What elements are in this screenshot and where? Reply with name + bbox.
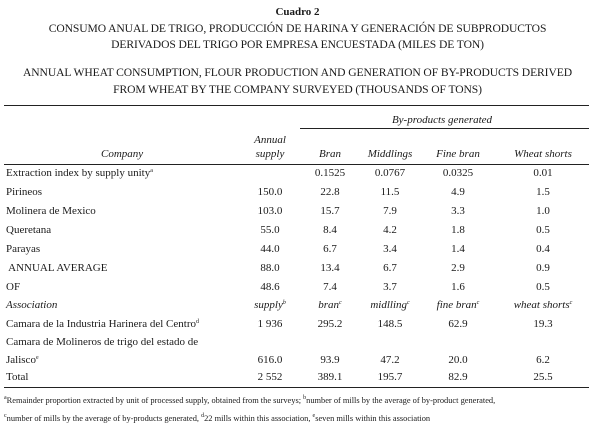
- footnote-marker: a: [150, 168, 153, 174]
- row-label: Queretana: [6, 224, 52, 236]
- cell-fine-bran: 1.4: [451, 243, 465, 255]
- cell-middlings: 4.2: [383, 224, 397, 236]
- cell-fine-bran: 20.0: [448, 354, 468, 366]
- row-label: Parayas: [6, 243, 41, 255]
- cell-supply: 616.0: [257, 354, 283, 366]
- row-label: Camara de la Industria Harinera del Cent…: [6, 318, 196, 330]
- group-rule: [300, 128, 589, 129]
- title-en-line-2: FROM WHEAT BY THE COMPANY SURVEYED (THOU…: [113, 83, 482, 96]
- row-label: Extraction index by supply unity: [6, 167, 151, 179]
- bottom-rule: [4, 387, 589, 388]
- col-header-fine-bran: Fine bran: [436, 148, 480, 160]
- assoc-middlings-header: midlling: [370, 299, 407, 311]
- col-header-supply-2: supply: [255, 148, 285, 160]
- title-es-line-1: CONSUMO ANUAL DE TRIGO, PRODUCCIÓN DE HA…: [48, 22, 547, 35]
- cell-supply: 88.0: [260, 262, 280, 274]
- assoc-supply-header: supply: [254, 299, 283, 311]
- cell-wheat-shorts: 0.5: [536, 281, 550, 293]
- cell-supply: 2 552: [257, 371, 283, 383]
- cell-bran: 6.7: [323, 243, 337, 255]
- footnote-marker: c: [569, 300, 573, 306]
- cell-wheat-shorts: 1.5: [536, 186, 550, 198]
- footnote-line-1: aRemainder proportion extracted by unit …: [4, 395, 496, 405]
- cell-supply: 44.0: [260, 243, 280, 255]
- cell-bran: 389.1: [317, 371, 343, 383]
- footnote-b: number of mills by the average of by-pro…: [306, 396, 496, 405]
- assoc-fine-bran-header: fine bran: [436, 299, 477, 311]
- cell-middlings: 47.2: [380, 354, 400, 366]
- association-label: Association: [6, 299, 58, 311]
- header-rule: [4, 164, 589, 165]
- cell-bran: 22.8: [320, 186, 340, 198]
- cell-middlings: 11.5: [380, 186, 400, 198]
- footnote-line-2: cnumber of mills by the average of by-pr…: [4, 413, 431, 423]
- cell-fine-bran: 62.9: [448, 318, 468, 330]
- footnote-marker: d: [195, 319, 199, 325]
- row-label: ANNUAL AVERAGE: [6, 262, 108, 274]
- cell-middlings: 148.5: [377, 318, 403, 330]
- col-header-middlings: Middlings: [367, 148, 413, 160]
- cell-wheat-shorts: 1.0: [536, 205, 550, 217]
- cell-bran: 15.7: [320, 205, 340, 217]
- cell-bran: 93.9: [320, 354, 340, 366]
- col-header-wheat-shorts: Wheat shorts: [514, 148, 572, 160]
- cell-middlings: 3.4: [383, 243, 397, 255]
- cell-fine-bran: 4.9: [451, 186, 465, 198]
- row-label: Camara de Molineros de trigo del estado …: [6, 336, 199, 348]
- cell-wheat-shorts: 0.5: [536, 224, 550, 236]
- row-label: OF: [6, 281, 21, 293]
- title-en-line-1: ANNUAL WHEAT CONSUMPTION, FLOUR PRODUCTI…: [23, 66, 572, 79]
- cell-wheat-shorts: 0.4: [536, 243, 550, 255]
- cell-middlings: 0.0767: [374, 167, 406, 179]
- footnote-e: seven mills within this association: [315, 414, 431, 423]
- col-header-supply-1: Annual: [254, 134, 286, 146]
- cell-bran: 295.2: [317, 318, 343, 330]
- by-products-group-header: By-products generated: [391, 114, 493, 126]
- cell-fine-bran: 1.8: [451, 224, 465, 236]
- cell-middlings: 6.7: [383, 262, 397, 274]
- row-label-cont: Jalisco: [6, 354, 36, 366]
- col-header-bran: Bran: [319, 148, 341, 160]
- cell-fine-bran: 1.6: [451, 281, 465, 293]
- cell-wheat-shorts: 0.01: [533, 167, 553, 179]
- cell-wheat-shorts: 19.3: [533, 318, 553, 330]
- cell-bran: 7.4: [323, 281, 337, 293]
- cell-supply: 103.0: [257, 205, 283, 217]
- cell-wheat-shorts: 6.2: [536, 354, 550, 366]
- cell-supply: 150.0: [257, 186, 283, 198]
- footnote-marker: e: [35, 355, 39, 361]
- cell-middlings: 7.9: [383, 205, 397, 217]
- cell-wheat-shorts: 0.9: [536, 262, 550, 274]
- cell-fine-bran: 82.9: [448, 371, 468, 383]
- footnote-c: number of mills by the average of by-pro…: [6, 414, 202, 423]
- footnote-marker: c: [407, 300, 410, 306]
- cell-fine-bran: 2.9: [451, 262, 465, 274]
- cell-fine-bran: 3.3: [451, 205, 465, 217]
- assoc-wheat-shorts-header: wheat shorts: [513, 299, 570, 311]
- col-header-company: Company: [101, 148, 144, 160]
- cell-bran: 8.4: [323, 224, 337, 236]
- footnote-marker: c: [339, 300, 342, 306]
- cell-bran: 0.1525: [314, 167, 346, 179]
- cell-supply: 55.0: [260, 224, 280, 236]
- row-label: Total: [6, 371, 29, 383]
- cell-fine-bran: 0.0325: [442, 167, 474, 179]
- footnote-d: 22 mills within this association,: [204, 414, 313, 423]
- cell-bran: 13.4: [320, 262, 340, 274]
- cell-supply: 1 936: [257, 318, 283, 330]
- assoc-bran-header: bran: [318, 299, 340, 311]
- footnote-marker: b: [282, 300, 286, 306]
- title-es-line-2: DERIVADOS DEL TRIGO POR EMPRESA ENCUESTA…: [111, 38, 484, 51]
- cell-wheat-shorts: 25.5: [533, 371, 553, 383]
- footnote-a: Remainder proportion extracted by unit o…: [6, 396, 304, 405]
- cell-middlings: 195.7: [377, 371, 403, 383]
- footnote-marker: c: [476, 300, 480, 306]
- row-label: Pirineos: [6, 186, 43, 198]
- table-label: Cuadro 2: [275, 6, 320, 18]
- row-label: Molinera de Mexico: [6, 205, 96, 217]
- cell-supply: 48.6: [260, 281, 280, 293]
- top-rule: [4, 105, 589, 106]
- cell-middlings: 3.7: [383, 281, 397, 293]
